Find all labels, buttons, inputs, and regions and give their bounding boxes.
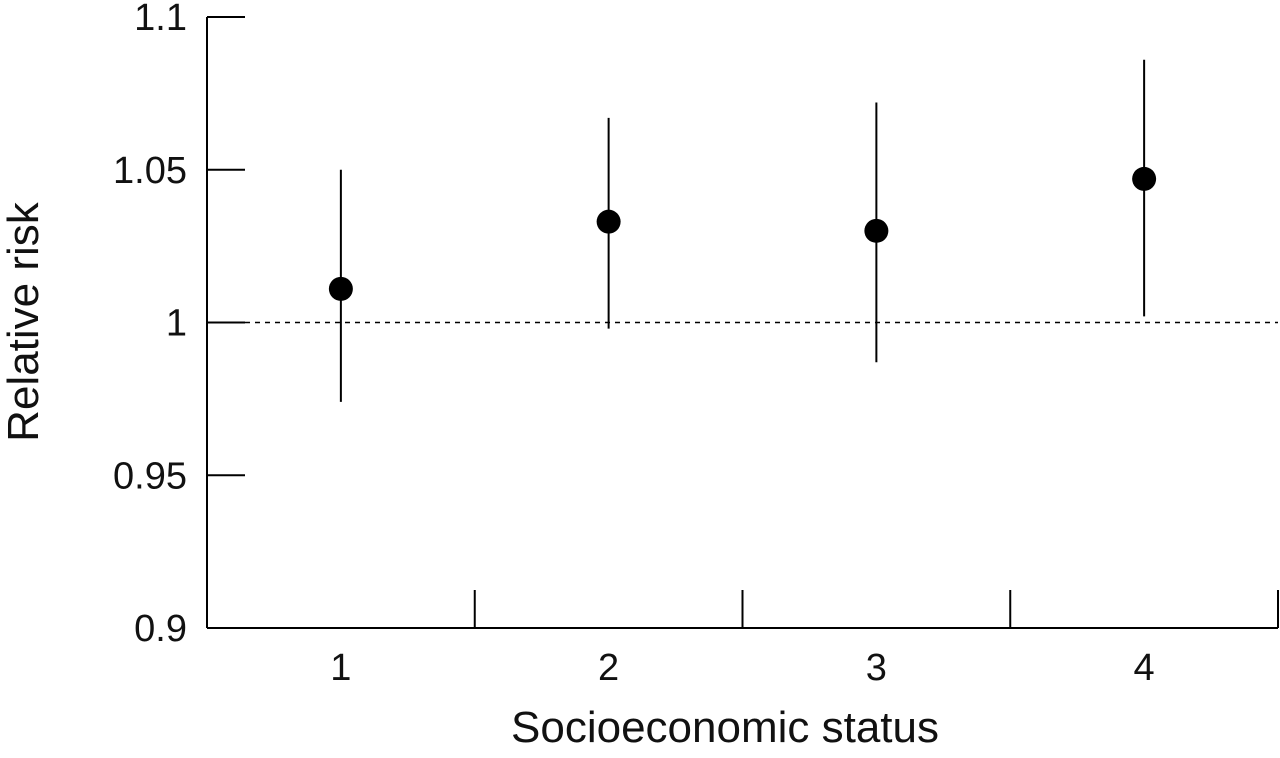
x-tick-label-3: 4 <box>1134 647 1155 689</box>
data-point-2 <box>596 209 621 234</box>
x-axis-title: Socioeconomic status <box>511 703 939 752</box>
y-tick-label-2: 1 <box>166 303 187 345</box>
tick-labels: 0.9 0.95 1 1.05 1.1 1 2 3 4 <box>113 0 1155 689</box>
y-tick-label-1: 0.95 <box>113 455 187 497</box>
y-axis-title: Relative risk <box>0 201 48 442</box>
data-point-4 <box>1132 166 1157 191</box>
axes <box>206 16 1279 629</box>
x-tick-label-1: 2 <box>598 647 619 689</box>
y-tick-label-0: 0.9 <box>134 608 187 650</box>
x-tick-label-2: 3 <box>866 647 887 689</box>
error-bars <box>339 59 1146 402</box>
data-point-3 <box>864 218 889 243</box>
data-points <box>328 166 1157 301</box>
y-tick-label-4: 1.1 <box>134 0 187 39</box>
y-tick-label-3: 1.05 <box>113 150 187 192</box>
data-point-1 <box>328 276 353 301</box>
x-tick-label-0: 1 <box>330 647 351 689</box>
